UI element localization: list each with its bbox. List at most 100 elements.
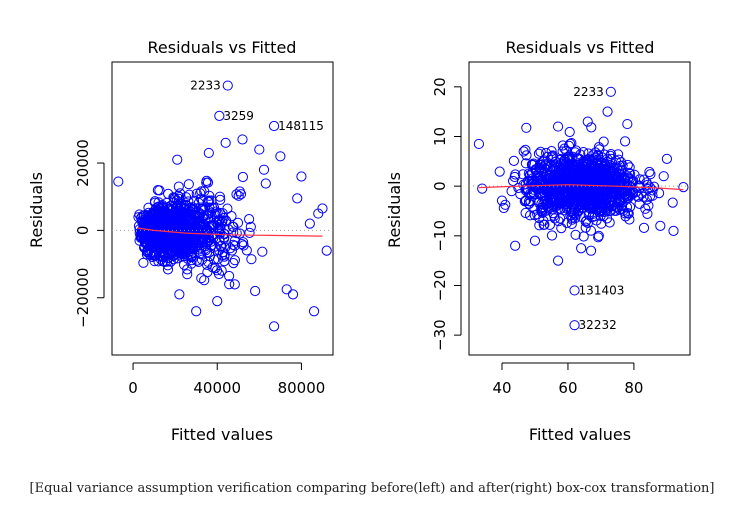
right-point bbox=[588, 186, 599, 197]
right-point bbox=[509, 171, 520, 183]
left-point bbox=[228, 239, 239, 250]
right-point bbox=[644, 166, 655, 178]
right-point bbox=[557, 140, 568, 151]
left-point bbox=[157, 256, 169, 267]
left-point bbox=[224, 270, 235, 282]
left-point bbox=[218, 212, 229, 224]
right-outlier-point bbox=[605, 86, 616, 97]
right-smoother-line bbox=[478, 184, 684, 191]
left-point bbox=[206, 236, 217, 247]
right-point bbox=[598, 211, 609, 222]
left-point bbox=[191, 214, 202, 225]
right-point bbox=[642, 208, 653, 219]
right-point bbox=[575, 162, 587, 173]
right-point bbox=[607, 183, 618, 195]
right-point bbox=[513, 182, 524, 194]
left-plot-title: Residuals vs Fitted bbox=[148, 38, 297, 57]
right-point bbox=[624, 201, 636, 212]
left-point bbox=[229, 255, 240, 266]
left-point bbox=[153, 207, 164, 218]
left-outlier-point bbox=[308, 306, 320, 317]
left-point bbox=[245, 221, 256, 232]
left-point bbox=[260, 178, 271, 189]
left-point bbox=[161, 256, 173, 267]
left-point-label: 3259 bbox=[223, 109, 254, 123]
right-point bbox=[622, 159, 633, 171]
left-point bbox=[237, 171, 248, 183]
left-point bbox=[152, 185, 163, 196]
right-point bbox=[590, 152, 601, 163]
right-point bbox=[520, 144, 531, 155]
right-point bbox=[601, 213, 613, 224]
left-point bbox=[170, 248, 182, 259]
right-point bbox=[602, 165, 613, 176]
right-point bbox=[607, 200, 618, 211]
left-point bbox=[215, 227, 226, 238]
right-point bbox=[620, 136, 631, 147]
right-outlier-point bbox=[585, 245, 597, 256]
right-point bbox=[554, 197, 565, 208]
left-point bbox=[160, 208, 171, 219]
left-point bbox=[181, 208, 192, 219]
right-points bbox=[473, 86, 689, 331]
left-smoother-line bbox=[137, 227, 323, 237]
left-point bbox=[182, 249, 193, 260]
left-point bbox=[228, 221, 239, 233]
left-point bbox=[140, 229, 151, 241]
right-point bbox=[570, 229, 581, 240]
right-outlier-point bbox=[529, 235, 541, 246]
left-point bbox=[201, 175, 212, 186]
left-outlier-point bbox=[250, 285, 261, 297]
right-point bbox=[544, 219, 556, 230]
left-point bbox=[155, 224, 166, 235]
left-outlier-point bbox=[304, 218, 315, 229]
right-point bbox=[565, 206, 576, 218]
left-point bbox=[219, 251, 230, 262]
right-x-tick-label: 40 bbox=[492, 379, 511, 397]
right-point bbox=[521, 195, 532, 206]
left-point bbox=[162, 212, 173, 223]
left-point bbox=[222, 203, 233, 214]
right-point bbox=[605, 160, 616, 171]
left-y-tick-label: 0 bbox=[74, 226, 92, 236]
left-point bbox=[197, 212, 208, 223]
left-point bbox=[182, 269, 193, 280]
right-point bbox=[620, 188, 631, 199]
left-outlier-point bbox=[191, 306, 202, 317]
right-point bbox=[564, 126, 575, 138]
left-point bbox=[244, 214, 255, 225]
right-outlier-point bbox=[622, 118, 633, 130]
left-point bbox=[196, 204, 207, 215]
left-point bbox=[153, 256, 164, 267]
left-point bbox=[214, 191, 225, 202]
right-point-label: 131403 bbox=[579, 283, 625, 297]
right-point bbox=[538, 155, 549, 166]
right-point bbox=[598, 136, 609, 147]
left-point bbox=[258, 164, 270, 175]
left-point bbox=[166, 238, 177, 249]
left-point bbox=[204, 247, 215, 258]
right-plot-frame bbox=[468, 61, 691, 356]
right-point bbox=[530, 165, 541, 176]
right-point bbox=[549, 213, 560, 224]
right-x-axis: 40 60 80 bbox=[492, 362, 643, 397]
right-point bbox=[613, 194, 625, 205]
left-point bbox=[202, 267, 213, 278]
left-outlier-point bbox=[237, 134, 248, 145]
right-point bbox=[581, 215, 592, 226]
right-outlier-point bbox=[576, 243, 587, 254]
left-point bbox=[231, 189, 242, 200]
right-point bbox=[588, 154, 600, 165]
right-outlier-point bbox=[552, 121, 564, 132]
right-point bbox=[546, 146, 557, 157]
left-panel: Residuals vs Fitted Fitted values Residu… bbox=[27, 38, 334, 444]
right-x-tick-label: 60 bbox=[558, 379, 577, 397]
right-point bbox=[563, 140, 575, 151]
right-point bbox=[613, 154, 624, 165]
left-point bbox=[238, 237, 249, 248]
right-point bbox=[647, 185, 658, 196]
right-point bbox=[494, 166, 505, 177]
right-outlier-point bbox=[582, 116, 593, 127]
right-point bbox=[519, 196, 530, 207]
